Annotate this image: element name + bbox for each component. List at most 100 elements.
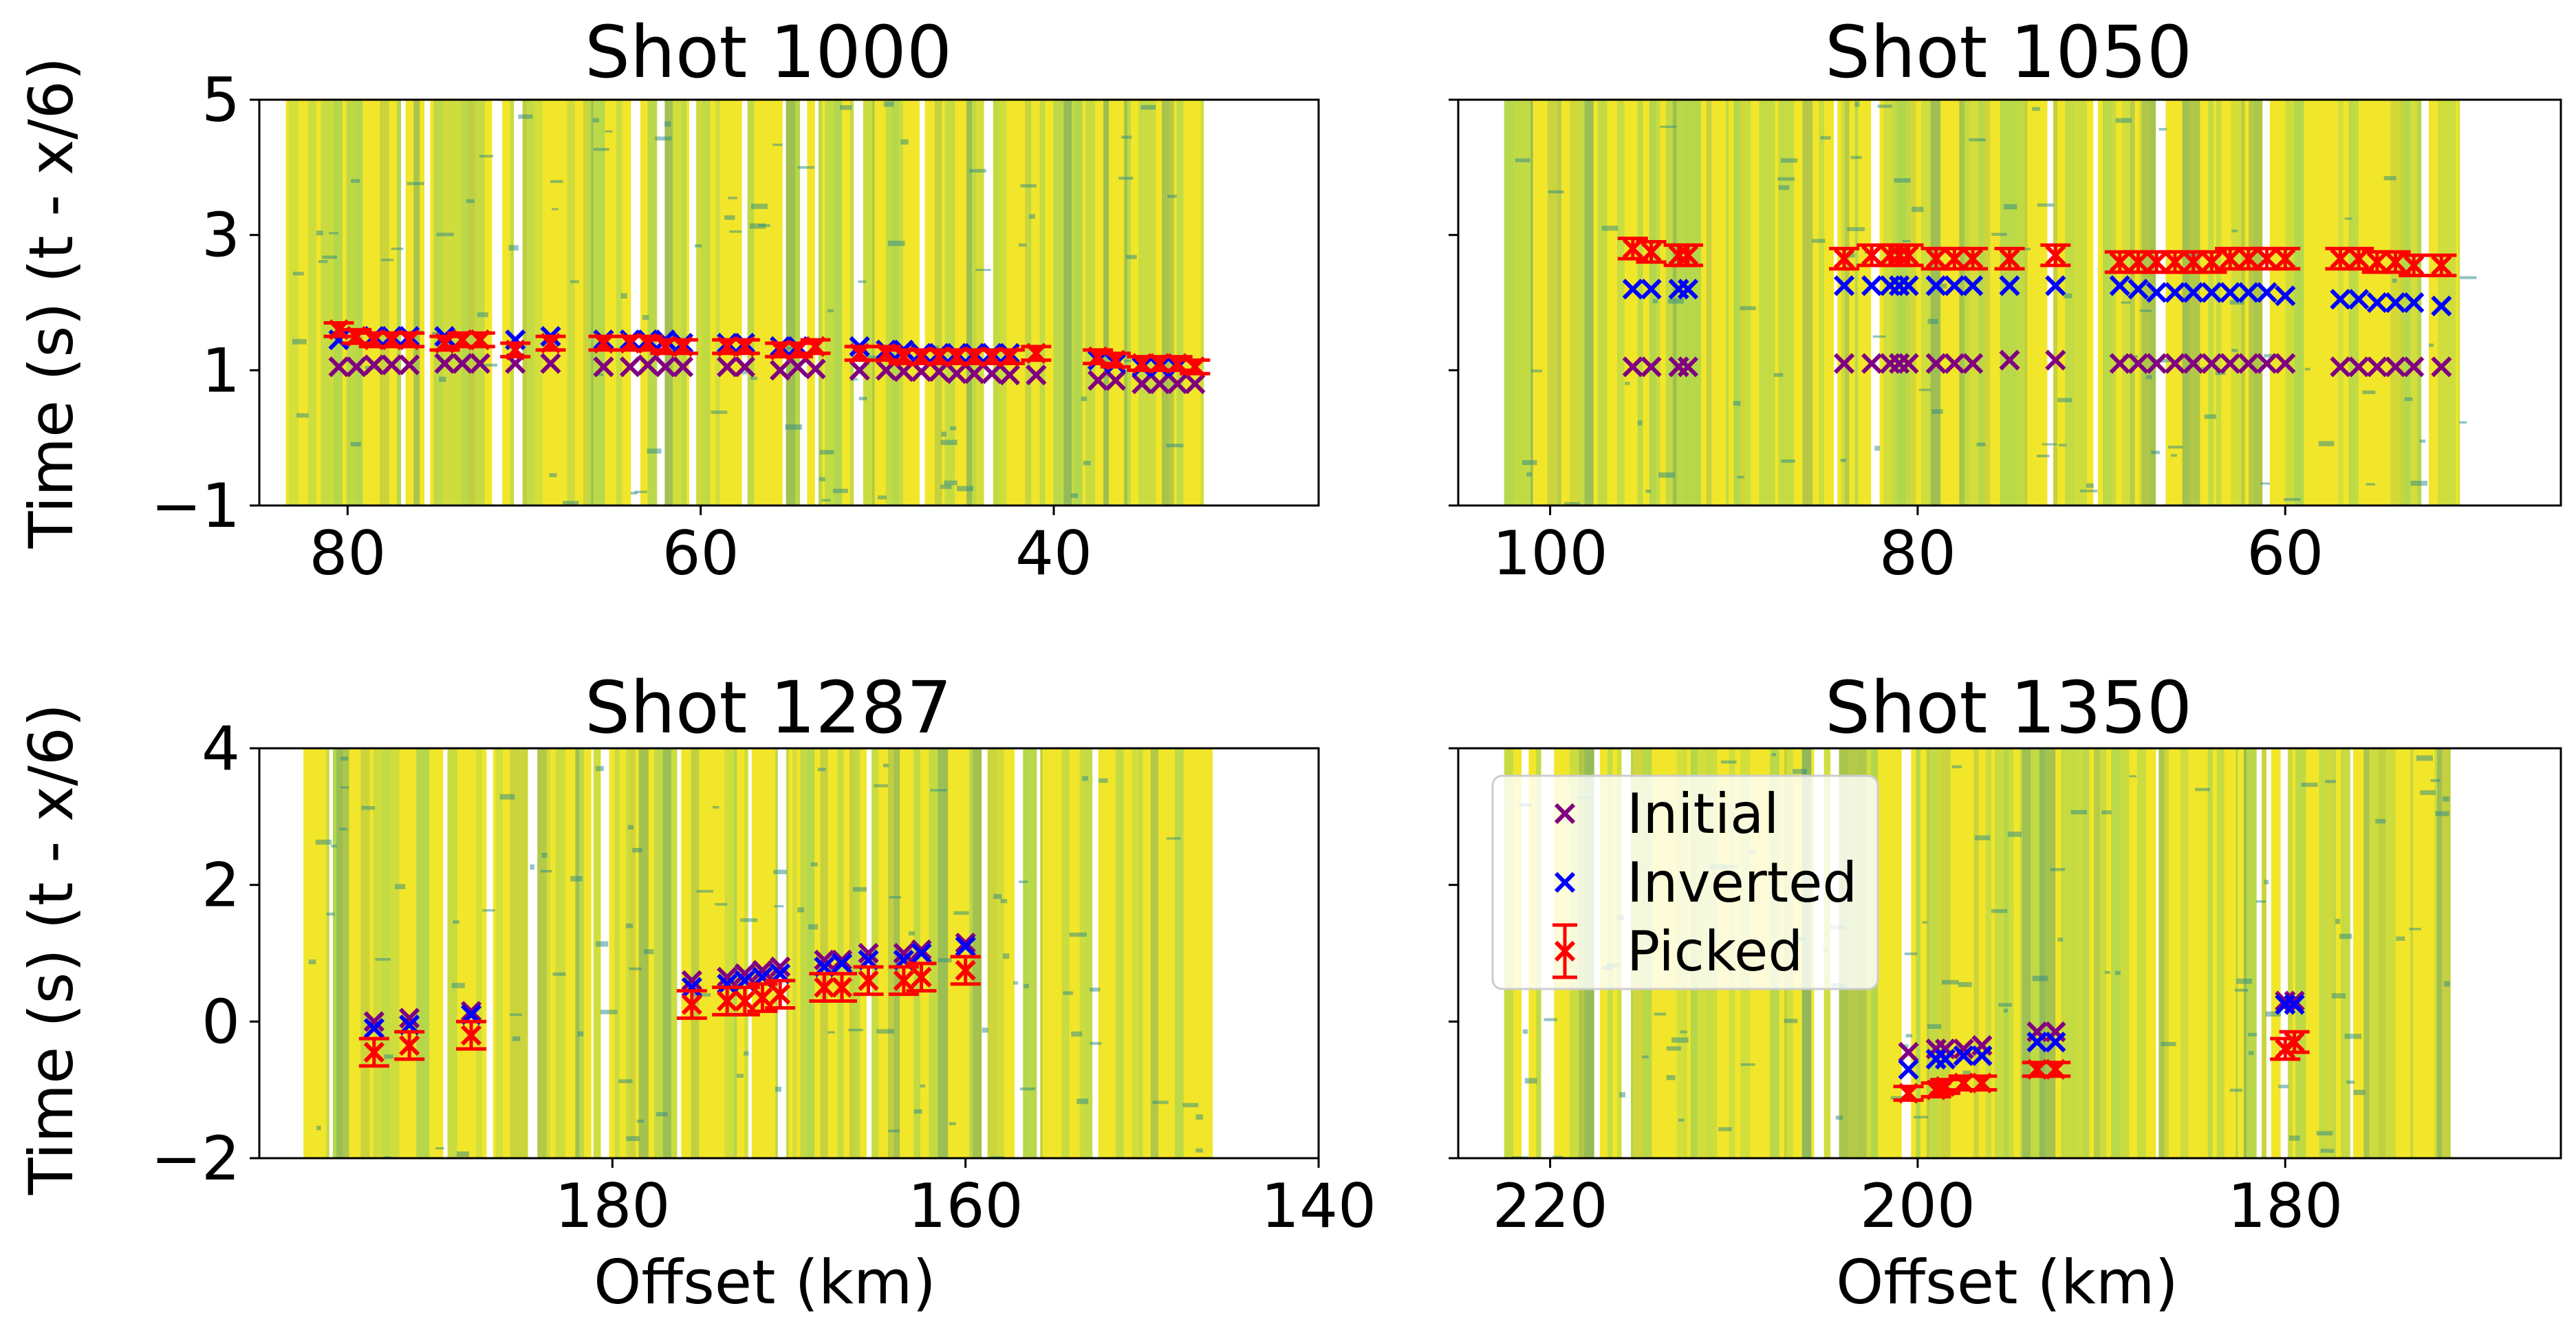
seismic-trace (1896, 100, 1907, 506)
data-point-initial (911, 361, 932, 382)
seismic-trace (567, 100, 575, 506)
seismic-event (630, 492, 638, 494)
seismic-trace (1504, 100, 1514, 506)
seismic-trace (1014, 748, 1024, 1158)
data-point-initial (2146, 353, 2167, 374)
seismic-event (328, 232, 338, 235)
x-marker (1999, 248, 2020, 270)
x-marker (1677, 245, 1699, 266)
seismic-trace (1616, 100, 1625, 506)
seismic-event (982, 1028, 988, 1033)
seismic-trace (2400, 100, 2404, 506)
data-point-initial (2045, 349, 2066, 371)
y-tick-label: 3 (202, 200, 240, 271)
seismic-event (944, 480, 957, 486)
seismic-event (724, 215, 735, 220)
data-point-picked (1162, 353, 1193, 374)
seismic-event (2264, 880, 2269, 884)
x-marker (805, 358, 826, 380)
seismic-event (541, 853, 548, 858)
x-marker (1962, 275, 1984, 296)
seismic-trace (2121, 748, 2130, 1158)
seismic-trace (1547, 100, 1558, 506)
seismic-trace (1926, 748, 1930, 1158)
seismic-event (1951, 765, 1962, 769)
data-point-picked (2040, 243, 2071, 268)
x-marker (955, 959, 976, 981)
seismic-event (1000, 899, 1008, 904)
seismic-trace (1072, 100, 1074, 506)
seismic-event (2064, 293, 2072, 298)
x-marker (911, 939, 932, 961)
seismic-trace (887, 748, 894, 1158)
seismic-event (632, 847, 642, 853)
seismic-event (1666, 1075, 1676, 1080)
seismic-event (592, 118, 599, 123)
x-marker (2183, 353, 2204, 374)
x-marker (1105, 349, 1126, 371)
seismic-trace (795, 100, 801, 506)
seismic-trace (2253, 100, 2263, 506)
data-point-initial (593, 356, 614, 378)
data-point-initial (734, 356, 755, 378)
seismic-trace (1557, 100, 1561, 506)
seismic-trace (1744, 100, 1751, 506)
x-tick-label: 160 (908, 1171, 1024, 1241)
x-marker (2403, 292, 2425, 314)
seismic-event (2151, 450, 2160, 455)
seismic-event (2229, 1088, 2242, 1092)
seismic-event (634, 490, 647, 493)
seismic-event (1666, 1046, 1681, 1051)
seismic-trace (2280, 748, 2288, 1158)
seismic-event (518, 114, 533, 119)
data-point-initial (2275, 353, 2296, 374)
data-point-initial (1167, 373, 1188, 395)
x-marker (2275, 353, 2296, 374)
seismic-event (2037, 203, 2054, 207)
seismic-trace (976, 100, 984, 506)
seismic-trace (972, 748, 982, 1158)
seismic-trace (2069, 748, 2075, 1158)
x-marker (681, 970, 702, 991)
seismic-event (1018, 880, 1028, 884)
seismic-event (340, 786, 349, 789)
seismic-event (2419, 439, 2426, 443)
seismic-trace (744, 748, 748, 1158)
seismic-event (1124, 359, 1132, 362)
seismic-event (1927, 318, 1938, 324)
seismic-event (2086, 483, 2094, 488)
seismic-event (1958, 981, 1972, 988)
x-marker (1925, 353, 1947, 374)
legend-label: Initial (1627, 782, 1779, 846)
seismic-trace (1023, 748, 1028, 1158)
seismic-trace (2434, 748, 2437, 1158)
seismic-trace (899, 100, 903, 506)
seismic-event (530, 864, 534, 870)
seismic-trace (591, 100, 594, 506)
seismic-event (2331, 993, 2346, 999)
seismic-trace (742, 100, 748, 506)
seismic-trace (972, 100, 977, 506)
seismic-event (1195, 1148, 1203, 1153)
seismic-event (1840, 459, 1846, 462)
seismic-event (2121, 301, 2131, 304)
data-point-picked (1021, 343, 1052, 364)
data-point-inverted (1925, 275, 1947, 296)
data-point-picked (2040, 1058, 2071, 1080)
data-point-initial (2256, 353, 2277, 374)
data-point-inverted (2348, 288, 2370, 310)
seismic-trace (818, 100, 823, 506)
seismic-event (772, 143, 783, 146)
data-point-initial (1962, 353, 1984, 374)
seismic-trace (987, 748, 997, 1158)
seismic-event (750, 376, 758, 380)
seismic-event (351, 179, 360, 183)
x-marker (363, 1011, 385, 1032)
seismic-trace (2139, 100, 2142, 506)
seismic-event (2459, 421, 2467, 424)
legend-marker (1554, 803, 1576, 825)
axes-frame (258, 747, 1320, 1160)
seismic-event (797, 166, 815, 169)
seismic-trace (2130, 100, 2135, 506)
